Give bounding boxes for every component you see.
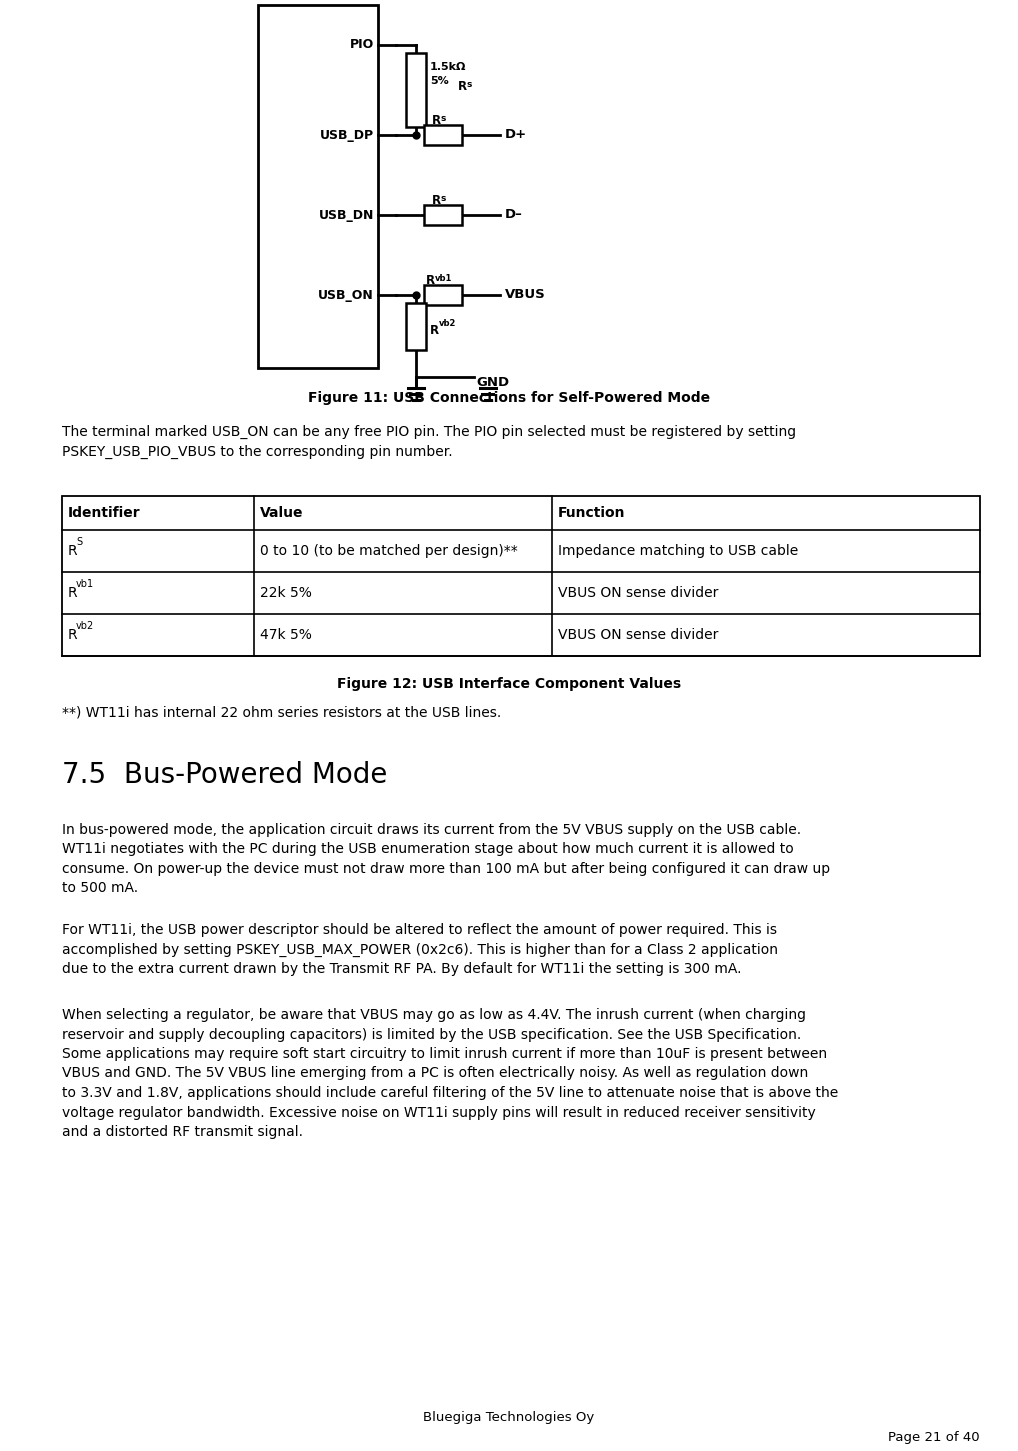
Text: **) WT11i has internal 22 ohm series resistors at the USB lines.: **) WT11i has internal 22 ohm series res… — [62, 707, 501, 720]
Text: S: S — [76, 537, 82, 547]
Bar — [62, 496, 980, 656]
Text: D–: D– — [505, 209, 523, 222]
Text: R: R — [68, 586, 77, 601]
Text: D+: D+ — [505, 129, 527, 142]
Text: USB_DP: USB_DP — [320, 129, 374, 142]
Text: The terminal marked USB_ON can be any free PIO pin. The PIO pin selected must be: The terminal marked USB_ON can be any fr… — [62, 425, 796, 459]
Text: R: R — [68, 544, 77, 559]
Bar — [425, 125, 462, 145]
Text: 47k 5%: 47k 5% — [260, 628, 312, 641]
Text: PIO: PIO — [350, 39, 374, 51]
Text: For WT11i, the USB power descriptor should be altered to reflect the amount of p: For WT11i, the USB power descriptor shou… — [62, 923, 778, 977]
Text: Bluegiga Technologies Oy: Bluegiga Technologies Oy — [423, 1412, 595, 1425]
Text: Figure 11: USB Connections for Self-Powered Mode: Figure 11: USB Connections for Self-Powe… — [307, 390, 711, 405]
Text: VBUS: VBUS — [505, 289, 546, 302]
Bar — [406, 54, 426, 128]
Bar — [258, 4, 378, 369]
Text: Identifier: Identifier — [68, 506, 140, 519]
Text: vb2: vb2 — [76, 621, 95, 631]
Text: Impedance matching to USB cable: Impedance matching to USB cable — [558, 544, 798, 559]
Text: R: R — [426, 273, 435, 286]
Text: R: R — [458, 80, 467, 93]
Text: vb2: vb2 — [439, 319, 456, 328]
Text: s: s — [441, 194, 446, 203]
Bar — [425, 205, 462, 225]
Text: When selecting a regulator, be aware that VBUS may go as low as 4.4V. The inrush: When selecting a regulator, be aware tha… — [62, 1008, 838, 1139]
Text: Figure 12: USB Interface Component Values: Figure 12: USB Interface Component Value… — [337, 678, 681, 691]
Text: Value: Value — [260, 506, 303, 519]
Text: s: s — [441, 115, 446, 123]
Text: In bus-powered mode, the application circuit draws its current from the 5V VBUS : In bus-powered mode, the application cir… — [62, 823, 830, 895]
Bar — [425, 284, 462, 305]
Text: USB_ON: USB_ON — [319, 289, 374, 302]
Text: Page 21 of 40: Page 21 of 40 — [889, 1432, 980, 1445]
Text: 22k 5%: 22k 5% — [260, 586, 312, 601]
Text: R: R — [430, 324, 439, 337]
Bar — [406, 303, 426, 350]
Text: GND: GND — [476, 376, 509, 389]
Text: VBUS ON sense divider: VBUS ON sense divider — [558, 586, 719, 601]
Text: 1.5kΩ: 1.5kΩ — [430, 62, 466, 73]
Text: s: s — [467, 80, 472, 89]
Text: vb1: vb1 — [76, 579, 94, 589]
Text: R: R — [432, 193, 441, 206]
Text: 0 to 10 (to be matched per design)**: 0 to 10 (to be matched per design)** — [260, 544, 518, 559]
Text: R: R — [432, 113, 441, 126]
Text: 7.5  Bus-Powered Mode: 7.5 Bus-Powered Mode — [62, 760, 388, 789]
Text: Function: Function — [558, 506, 625, 519]
Text: R: R — [68, 628, 77, 641]
Text: USB_DN: USB_DN — [319, 209, 374, 222]
Text: 5%: 5% — [430, 75, 449, 86]
Text: vb1: vb1 — [435, 274, 452, 283]
Text: VBUS ON sense divider: VBUS ON sense divider — [558, 628, 719, 641]
